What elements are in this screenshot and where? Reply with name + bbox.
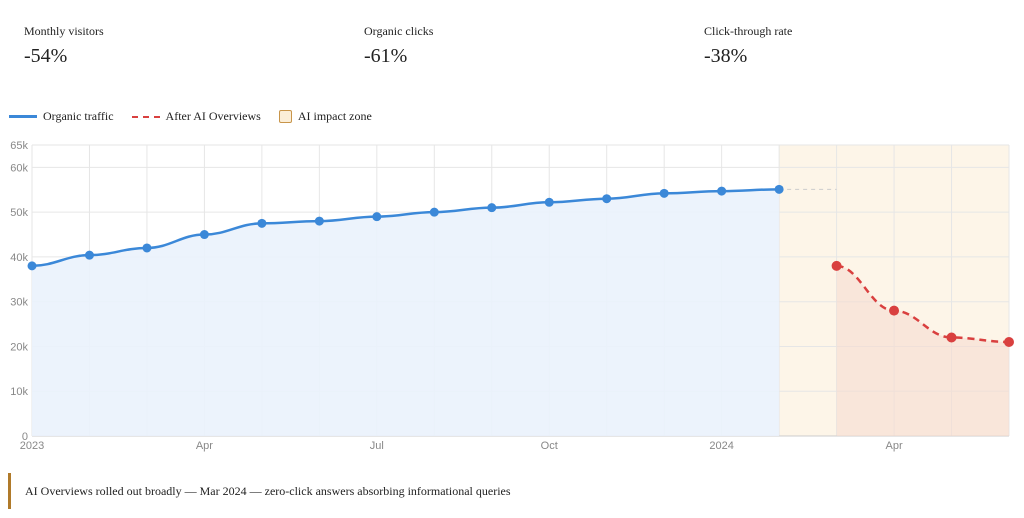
organic-point [314, 216, 324, 226]
legend-organic[interactable]: Organic traffic [9, 109, 114, 124]
chart-legend: Organic traffic After AI Overviews AI im… [9, 109, 372, 124]
y-tick-label: 30k [10, 297, 28, 309]
legend-after[interactable]: After AI Overviews [131, 109, 261, 124]
legend-label: Organic traffic [43, 109, 114, 123]
organic-point [774, 184, 784, 194]
y-tick-label: 60k [10, 162, 28, 174]
after-line [836, 264, 1010, 344]
after-point [1004, 336, 1014, 347]
organic-point [659, 188, 669, 198]
stat-value: -61% [364, 45, 408, 67]
y-tick-label: 0 [22, 431, 28, 443]
x-tick-label: Apr [196, 440, 213, 452]
organic-line [31, 188, 780, 268]
traffic-chart: 0 10k 20k 30k 40k 50k 60k 65k 2023 Apr Jul Oct 2024 A… [10, 140, 1014, 452]
organic-point [84, 250, 94, 260]
y-tick-label: 20k [10, 341, 28, 353]
organic-point [257, 218, 267, 228]
organic-point [544, 197, 554, 207]
stat-monthly-visitors: Monthly visitors -54% [24, 24, 104, 68]
organic-area [32, 189, 780, 436]
x-tick-label: Apr [885, 440, 902, 452]
stat-label: Organic clicks [364, 24, 434, 38]
y-tick-label: 40k [10, 252, 28, 264]
x-tick-label: 2023 [20, 440, 44, 452]
line-swatch-icon [9, 115, 37, 118]
legend-label: After AI Overviews [165, 109, 261, 123]
after-point [946, 332, 957, 343]
dashed-swatch-icon [131, 115, 160, 118]
box-swatch-icon [278, 110, 292, 123]
y-tick-label: 65k [10, 140, 28, 152]
organic-point [372, 212, 382, 222]
stat-value: -54% [24, 45, 68, 67]
x-tick-label: Oct [541, 440, 558, 452]
organic-point [27, 261, 37, 271]
after-point [831, 260, 842, 271]
organic-point [717, 186, 727, 196]
legend-zone[interactable]: AI impact zone [278, 109, 372, 124]
annotation-note: AI Overviews rolled out broadly — Mar 20… [8, 473, 511, 509]
stat-organic-clicks: Organic clicks -61% [364, 24, 433, 68]
organic-point [199, 230, 209, 240]
after-area [836, 265, 1009, 436]
stat-label: Monthly visitors [24, 24, 104, 38]
legend-label: AI impact zone [297, 109, 372, 123]
organic-point [602, 194, 612, 204]
y-tick-label: 10k [10, 386, 28, 398]
organic-point [487, 203, 497, 213]
after-point [889, 305, 900, 316]
stat-ctr: Click-through rate -38% [704, 24, 792, 68]
x-tick-label: 2024 [709, 440, 733, 452]
stat-label: Click-through rate [704, 24, 793, 38]
y-tick-label: 50k [10, 207, 28, 219]
organic-point [429, 207, 439, 217]
organic-point [142, 243, 152, 253]
stat-value: -38% [704, 45, 748, 67]
x-tick-label: Jul [370, 440, 384, 452]
